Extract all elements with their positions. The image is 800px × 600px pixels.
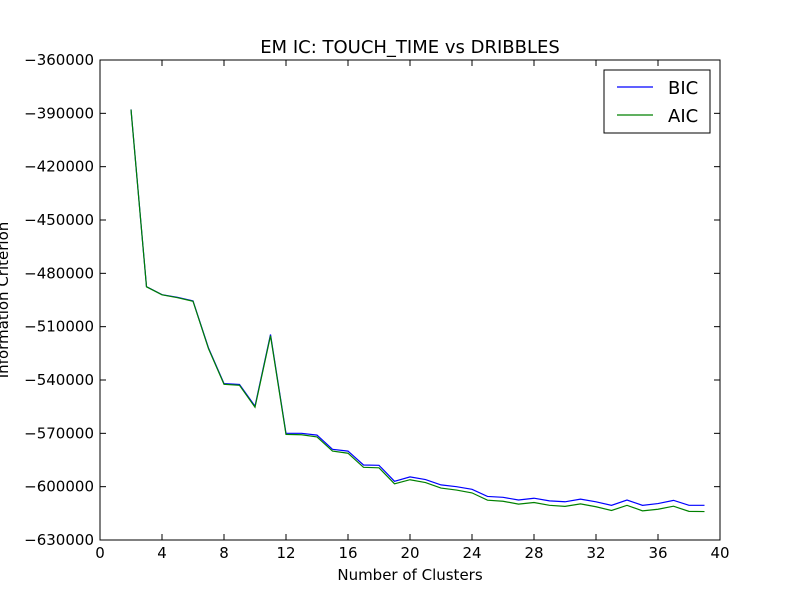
series-line-bic <box>130 109 705 506</box>
y-axis: −360000 −390000 −420000 −450000 −480000 −5100… <box>24 51 720 549</box>
legend: BIC AIC <box>603 69 711 134</box>
x-tick-label: 16 <box>338 544 357 562</box>
x-tick-label: 24 <box>462 544 481 562</box>
y-tick-label: −630000 <box>24 531 94 549</box>
x-tick-label: 32 <box>586 544 605 562</box>
x-tick-label: 12 <box>276 544 295 562</box>
x-tick-label: 28 <box>524 544 543 562</box>
x-tick-label: 0 <box>95 544 105 562</box>
y-tick-label: −600000 <box>24 478 94 496</box>
legend-box <box>603 69 711 134</box>
plot-lines <box>130 109 705 513</box>
y-tick-label: −450000 <box>24 211 94 229</box>
chart-title: EM IC: TOUCH_TIME vs DRIBBLES <box>260 37 560 58</box>
y-tick-label: −570000 <box>24 424 94 442</box>
legend-label-bic: BIC <box>668 78 698 99</box>
x-tick-label: 36 <box>648 544 667 562</box>
x-tick-label: 4 <box>157 544 167 562</box>
y-tick-label: −480000 <box>24 264 94 282</box>
y-axis-title: Information Criterion <box>0 222 12 379</box>
x-tick-label: 40 <box>710 544 729 562</box>
x-tick-label: 8 <box>219 544 229 562</box>
x-tick-label: 20 <box>400 544 419 562</box>
y-tick-label: −510000 <box>24 318 94 336</box>
y-tick-label: −420000 <box>24 158 94 176</box>
series-line-aic <box>130 109 705 513</box>
y-tick-label: −540000 <box>24 371 94 389</box>
x-axis: 0 4 8 12 16 20 24 28 32 36 40 <box>95 60 730 562</box>
y-tick-label: −390000 <box>24 104 94 122</box>
x-axis-title: Number of Clusters <box>337 566 482 584</box>
legend-label-aic: AIC <box>668 106 698 127</box>
y-tick-label: −360000 <box>24 51 94 69</box>
